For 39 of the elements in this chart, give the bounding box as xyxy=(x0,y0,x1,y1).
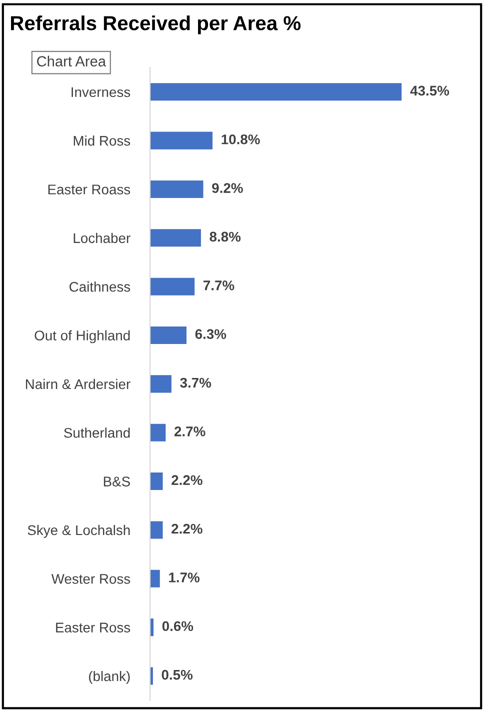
y-tick-label: Nairn & Ardersier xyxy=(26,378,130,390)
y-tick-label: Easter Roass xyxy=(48,184,130,194)
bar xyxy=(150,180,204,198)
y-tick-label: Skye & Lochalsh xyxy=(28,524,130,538)
y-tick-label: Easter Ross xyxy=(56,622,130,632)
y-tick-label: (blank) xyxy=(89,670,130,684)
y-tick-label: Sutherland xyxy=(64,428,130,438)
data-label: 9.2% xyxy=(212,183,243,193)
bar xyxy=(150,326,186,344)
bar xyxy=(150,521,163,539)
text: Chart Area xyxy=(37,56,106,66)
data-label: 0.5% xyxy=(162,670,193,680)
data-label: 2.7% xyxy=(174,426,206,436)
data-label: 0.6% xyxy=(162,621,194,632)
y-tick-label: Lochaber xyxy=(74,232,130,244)
chart-title: Referrals Received per Area % xyxy=(11,16,301,34)
y-tick-label: Out of Highland xyxy=(34,330,130,344)
bar xyxy=(150,424,166,442)
y-tick-label: Inverness xyxy=(72,87,130,98)
y-tick-label: Wester Ross xyxy=(51,574,130,584)
y-tick-label: Caithness xyxy=(70,282,130,292)
bar xyxy=(150,132,213,150)
data-label: 43.5% xyxy=(410,86,450,96)
bar xyxy=(150,570,160,588)
y-tick-label: B&S xyxy=(104,476,130,486)
data-label: 8.8% xyxy=(210,232,241,242)
y-tick-label: Mid Ross xyxy=(74,136,130,146)
data-label: 2.2% xyxy=(172,475,202,485)
data-label: 1.7% xyxy=(169,572,200,582)
data-label: 7.7% xyxy=(204,280,234,290)
bar xyxy=(150,375,172,393)
data-label: 6.3% xyxy=(195,329,226,340)
bar xyxy=(150,83,402,101)
data-label: 3.7% xyxy=(180,378,212,388)
data-label: 10.8% xyxy=(222,134,260,144)
data-label: 2.2% xyxy=(172,524,202,534)
bar xyxy=(150,472,163,490)
bar xyxy=(150,278,195,296)
bar xyxy=(150,229,201,247)
